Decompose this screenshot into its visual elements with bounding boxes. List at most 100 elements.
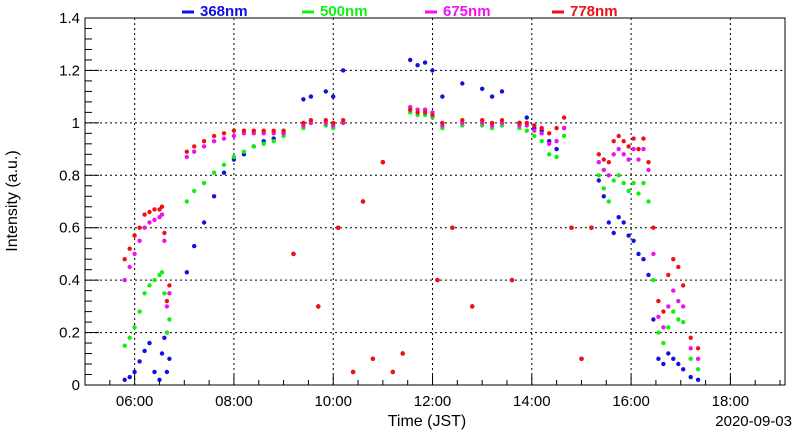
data-layer bbox=[122, 57, 701, 382]
data-point bbox=[626, 233, 631, 238]
legend-label: 675nm bbox=[443, 3, 491, 20]
legend: 368nm 500nm 675nm 778nm bbox=[182, 3, 618, 20]
data-point bbox=[400, 351, 405, 356]
data-point bbox=[211, 170, 217, 175]
data-point bbox=[251, 128, 256, 133]
series-675nm bbox=[122, 104, 701, 375]
data-point bbox=[589, 225, 594, 230]
data-point bbox=[621, 180, 626, 186]
data-point bbox=[201, 144, 207, 149]
data-point bbox=[132, 325, 137, 330]
data-point bbox=[636, 191, 641, 196]
y-tick-label: 0 bbox=[72, 377, 80, 394]
data-point bbox=[142, 348, 147, 354]
x-tick-label: 08:00 bbox=[215, 393, 253, 410]
data-point bbox=[651, 317, 656, 322]
data-point bbox=[159, 270, 165, 275]
data-point bbox=[164, 330, 170, 335]
data-point bbox=[547, 131, 552, 136]
data-point bbox=[192, 243, 197, 249]
data-point bbox=[408, 107, 413, 112]
data-point bbox=[695, 346, 701, 351]
data-point bbox=[308, 94, 314, 99]
data-point bbox=[517, 120, 522, 126]
data-point bbox=[211, 139, 217, 144]
data-point bbox=[554, 146, 559, 152]
data-point bbox=[601, 194, 606, 199]
series-500nm bbox=[122, 110, 701, 375]
data-point bbox=[301, 97, 306, 102]
legend-label: 368nm bbox=[200, 3, 248, 20]
data-point bbox=[611, 230, 616, 236]
data-point bbox=[162, 238, 167, 243]
data-point bbox=[621, 152, 626, 157]
data-point bbox=[192, 149, 197, 154]
data-point bbox=[291, 251, 296, 257]
y-tick-label: 1 bbox=[72, 115, 80, 132]
data-point bbox=[251, 144, 256, 149]
data-point bbox=[271, 139, 276, 144]
data-point bbox=[626, 144, 631, 149]
data-point bbox=[646, 160, 651, 165]
data-point bbox=[554, 125, 559, 131]
data-point bbox=[524, 120, 529, 126]
data-point bbox=[221, 170, 227, 175]
data-point bbox=[167, 291, 172, 296]
data-point bbox=[142, 291, 147, 296]
data-point bbox=[671, 288, 676, 293]
data-point bbox=[681, 367, 686, 372]
data-point bbox=[656, 298, 661, 304]
data-point bbox=[554, 154, 559, 160]
data-point bbox=[616, 173, 621, 178]
data-point bbox=[671, 257, 676, 262]
data-point bbox=[489, 120, 495, 126]
data-point bbox=[152, 369, 157, 375]
y-tick-label: 1.2 bbox=[59, 62, 80, 79]
data-point bbox=[631, 180, 636, 186]
data-point bbox=[606, 160, 611, 165]
data-point bbox=[336, 225, 341, 230]
data-point bbox=[532, 128, 537, 133]
data-point bbox=[137, 238, 142, 243]
data-point bbox=[162, 291, 167, 296]
data-point bbox=[241, 128, 247, 133]
data-point bbox=[688, 335, 693, 340]
data-point bbox=[606, 220, 611, 225]
data-point bbox=[611, 178, 616, 183]
data-point bbox=[440, 94, 445, 99]
data-point bbox=[164, 369, 170, 375]
data-point bbox=[162, 230, 167, 236]
data-point bbox=[611, 139, 616, 144]
grid-layer bbox=[85, 18, 785, 385]
x-tick-label: 14:00 bbox=[513, 393, 551, 410]
data-point bbox=[231, 128, 237, 133]
data-point bbox=[380, 160, 386, 165]
data-point bbox=[676, 264, 681, 270]
data-point bbox=[152, 207, 157, 212]
data-point bbox=[596, 152, 601, 157]
data-point bbox=[159, 212, 165, 217]
data-point bbox=[547, 141, 552, 146]
data-point bbox=[360, 199, 366, 204]
data-point bbox=[435, 277, 440, 283]
data-point bbox=[596, 178, 601, 183]
data-point bbox=[316, 304, 321, 309]
data-point bbox=[579, 356, 584, 361]
data-point bbox=[122, 377, 127, 382]
data-point bbox=[661, 361, 666, 367]
data-point bbox=[601, 157, 606, 162]
x-axis-title: Time (JST) bbox=[388, 413, 467, 430]
data-point bbox=[524, 115, 529, 120]
data-point bbox=[142, 225, 147, 230]
data-point bbox=[666, 351, 671, 356]
data-point bbox=[681, 319, 686, 325]
data-point bbox=[681, 283, 686, 288]
data-point bbox=[122, 277, 127, 283]
data-point bbox=[470, 304, 475, 309]
data-point bbox=[681, 304, 686, 309]
data-point bbox=[631, 136, 636, 141]
plot-frame bbox=[84, 17, 786, 386]
data-point bbox=[390, 369, 395, 375]
legend-label: 500nm bbox=[320, 3, 368, 20]
